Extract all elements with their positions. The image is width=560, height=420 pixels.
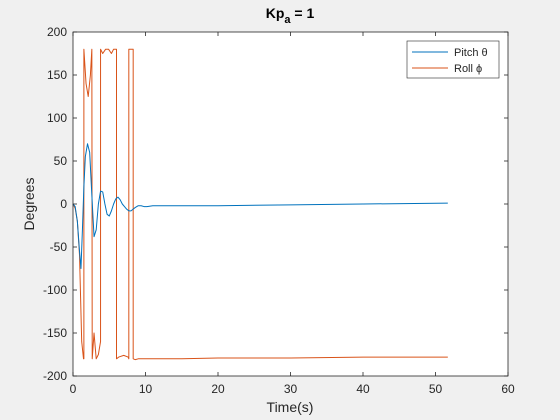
y-tick-label: -200 [43, 369, 67, 383]
x-tick-label: 30 [284, 382, 298, 396]
x-tick-label: 10 [139, 382, 153, 396]
y-tick-label: 150 [47, 68, 67, 82]
series-layer [72, 48, 448, 361]
legend-box [406, 40, 500, 79]
y-tick-label: 50 [54, 154, 68, 168]
ticks-layer: 0 10 20 30 40 50 60 -200 -150 -100 -50 0 50 100 150 200 [43, 25, 515, 396]
chart-title-main: Kp [266, 5, 285, 21]
plot-area [73, 32, 508, 376]
chart-title-suffix: = 1 [291, 5, 315, 21]
x-axis-label: Time(s) [267, 399, 314, 415]
chart-title: Kpa = 1 [266, 5, 315, 26]
series-line-roll [72, 48, 448, 361]
x-tick-label: 60 [501, 382, 515, 396]
x-tick-label: 50 [429, 382, 443, 396]
legend: Pitch θ Roll ϕ [406, 40, 500, 79]
x-tick-label: 0 [70, 382, 77, 396]
series-line-pitch [72, 143, 448, 269]
y-tick-label: -50 [50, 240, 68, 254]
y-tick-label: -100 [43, 283, 67, 297]
y-tick-label: 200 [47, 25, 67, 39]
x-tick-label: 40 [356, 382, 370, 396]
y-tick-label: -150 [43, 326, 67, 340]
legend-label-pitch: Pitch θ [454, 47, 488, 59]
chart-title-subscript: a [284, 14, 291, 26]
y-tick-label: 100 [47, 111, 67, 125]
y-axis-label: Degrees [21, 178, 37, 231]
y-tick-label: 0 [60, 197, 67, 211]
legend-label-roll: Roll ϕ [454, 63, 482, 75]
x-tick-label: 20 [211, 382, 225, 396]
